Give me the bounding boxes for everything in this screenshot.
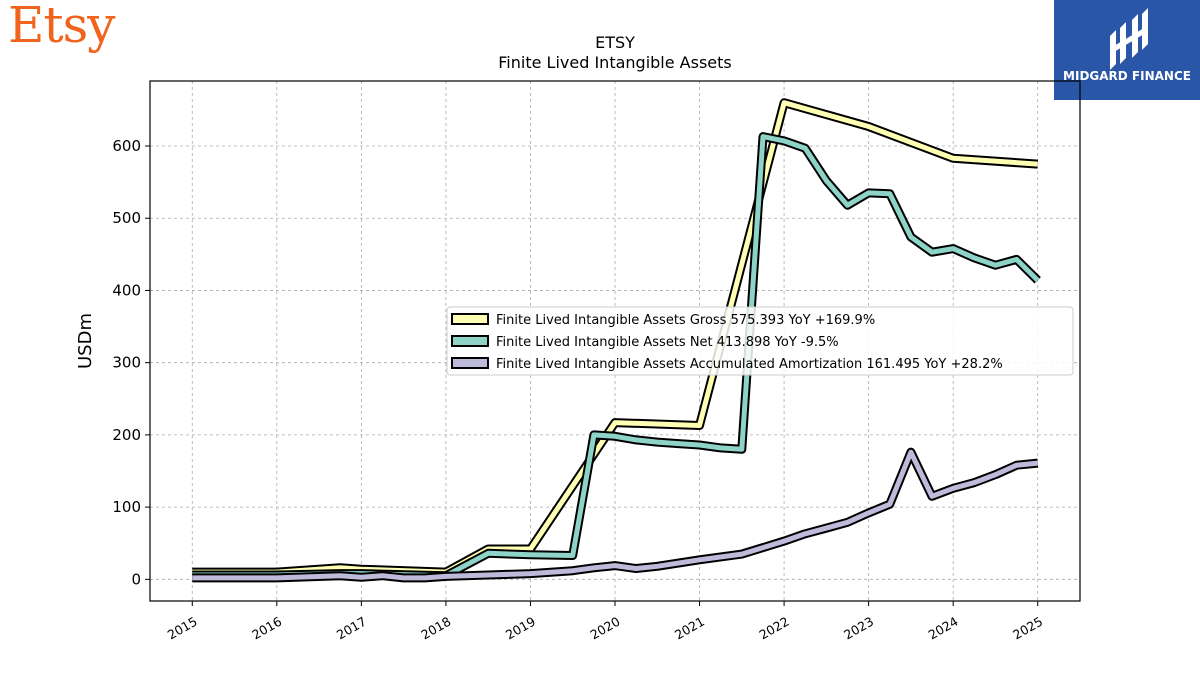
y-tick-label: 200 — [112, 426, 141, 444]
y-tick-label: 0 — [131, 570, 141, 588]
x-tick-label: 2021 — [672, 614, 707, 643]
y-tick-label: 500 — [112, 209, 141, 227]
midgard-finance-logo-text: MIDGARD FINANCE — [1063, 69, 1191, 83]
midgard-finance-logo: MIDGARD FINANCE — [1054, 0, 1200, 100]
x-tick-label: 2025 — [1010, 614, 1045, 643]
legend-swatch — [451, 335, 489, 347]
legend-swatch — [451, 357, 489, 369]
x-tick-label: 2017 — [334, 614, 369, 643]
y-tick-label: 400 — [112, 281, 141, 299]
legend-box — [446, 306, 1074, 376]
x-tick-label: 2022 — [757, 614, 792, 643]
x-tick-label: 2015 — [165, 614, 200, 643]
y-axis: 0 100 200 300 400 500 600 — [112, 137, 150, 588]
legend-label: Finite Lived Intangible Assets Net 413.8… — [496, 335, 839, 350]
legend: Finite Lived Intangible Assets Gross 575… — [446, 306, 1074, 376]
series-3-line — [192, 449, 1038, 581]
chart-subtitle: Finite Lived Intangible Assets — [498, 53, 731, 72]
x-tick-label: 2016 — [249, 614, 284, 643]
x-tick-label: 2023 — [841, 614, 876, 643]
y-tick-label: 600 — [112, 137, 141, 155]
x-tick-label: 2019 — [503, 614, 538, 643]
y-tick-label: 300 — [112, 354, 141, 372]
x-tick-label: 2018 — [418, 614, 453, 643]
y-axis-label: USDm — [75, 313, 96, 369]
etsy-logo: Etsy — [8, 0, 115, 54]
x-axis: 2015 2016 2017 2018 2019 2020 2021 2022 2023 2024… — [165, 601, 1045, 643]
midgard-finance-emblem-icon — [1110, 8, 1148, 70]
legend-label: Finite Lived Intangible Assets Gross 575… — [496, 313, 875, 328]
x-tick-label: 2024 — [926, 614, 961, 643]
series-1-line — [192, 100, 1038, 575]
chart-title: ETSY — [595, 33, 635, 52]
legend-swatch — [451, 313, 489, 325]
series-2-line — [192, 134, 1040, 579]
x-tick-label: 2020 — [587, 614, 622, 643]
y-tick-label: 100 — [112, 498, 141, 516]
series-layer — [192, 98, 1041, 583]
legend-label: Finite Lived Intangible Assets Accumulat… — [496, 357, 1003, 372]
